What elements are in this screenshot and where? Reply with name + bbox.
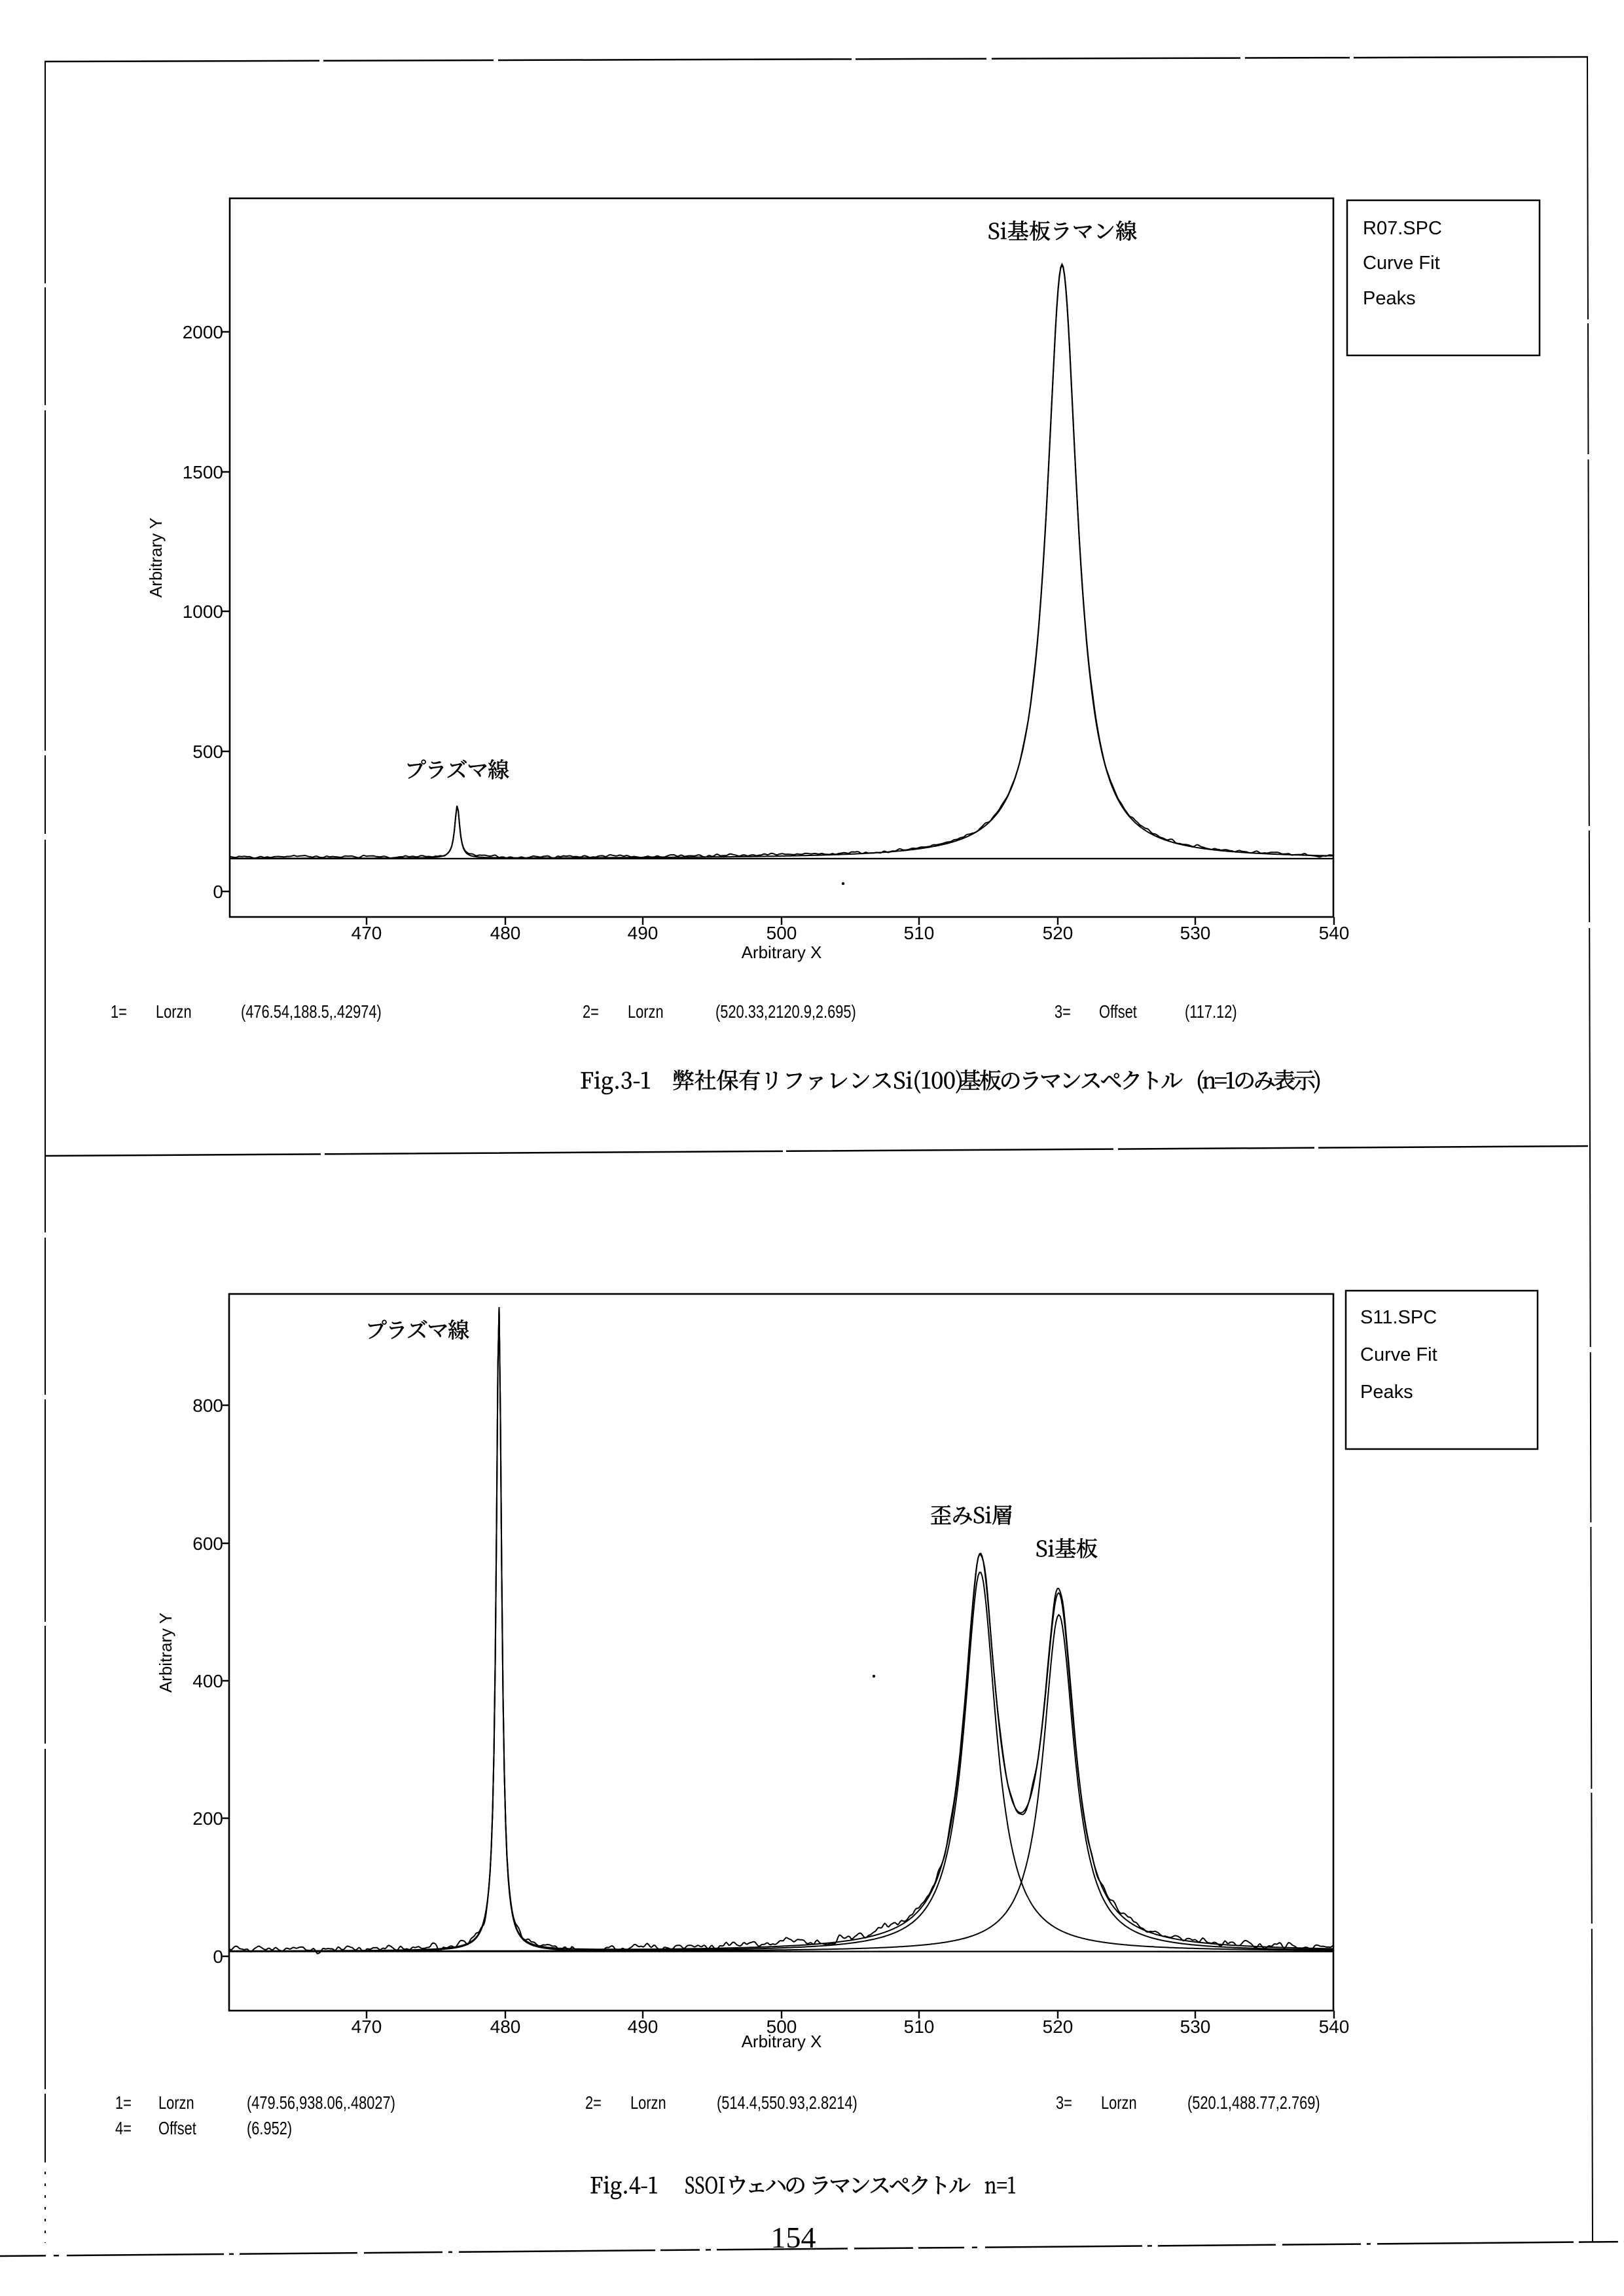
- svg-text:(117.12): (117.12): [1185, 1001, 1237, 1022]
- svg-text:(520.1,488.77,2.769): (520.1,488.77,2.769): [1187, 2092, 1320, 2113]
- svg-text:470: 470: [352, 923, 382, 943]
- svg-text:R07.SPC: R07.SPC: [1363, 218, 1442, 239]
- svg-text:Arbitrary X: Arbitrary X: [742, 2032, 822, 2051]
- svg-text:1=: 1=: [115, 2092, 132, 2113]
- svg-text:Peaks: Peaks: [1360, 1382, 1413, 1403]
- svg-text:510: 510: [904, 2017, 935, 2037]
- svg-text:500: 500: [767, 923, 797, 943]
- svg-text:Lorzn: Lorzn: [158, 2092, 194, 2113]
- svg-text:3=: 3=: [1056, 2092, 1072, 2113]
- svg-text:(514.4,550.93,2.8214): (514.4,550.93,2.8214): [717, 2092, 857, 2113]
- svg-text:520: 520: [1043, 2017, 1074, 2037]
- svg-text:(6.952): (6.952): [247, 2118, 292, 2138]
- svg-text:Lorzn: Lorzn: [1101, 2092, 1137, 2113]
- svg-text:(476.54,188.5,.42974): (476.54,188.5,.42974): [241, 1001, 382, 1022]
- svg-text:2=: 2=: [585, 2092, 602, 2113]
- svg-text:470: 470: [352, 2017, 382, 2037]
- svg-text:Arbitrary Y: Arbitrary Y: [146, 518, 166, 598]
- svg-text:Lorzn: Lorzn: [630, 2092, 666, 2113]
- svg-text:Peaks: Peaks: [1363, 288, 1416, 309]
- svg-text:520: 520: [1043, 923, 1074, 943]
- svg-text:Arbitrary X: Arbitrary X: [742, 942, 822, 962]
- svg-text:600: 600: [192, 1534, 223, 1554]
- svg-text:540: 540: [1319, 2017, 1350, 2037]
- svg-text:(479.56,938.06,.48027): (479.56,938.06,.48027): [247, 2092, 395, 2113]
- svg-text:Arbitrary Y: Arbitrary Y: [156, 1613, 175, 1693]
- svg-text:Lorzn: Lorzn: [628, 1001, 664, 1022]
- svg-text:4=: 4=: [115, 2118, 132, 2138]
- svg-text:Offset: Offset: [158, 2118, 196, 2138]
- svg-text:(520.33,2120.9,2.695): (520.33,2120.9,2.695): [715, 1001, 856, 1022]
- svg-text:Offset: Offset: [1099, 1001, 1137, 1022]
- svg-text:Curve Fit: Curve Fit: [1363, 253, 1440, 274]
- svg-text:S11.SPC: S11.SPC: [1360, 1307, 1437, 1328]
- svg-text:154: 154: [771, 2221, 816, 2254]
- svg-text:3=: 3=: [1055, 1001, 1071, 1022]
- svg-text:530: 530: [1180, 2017, 1211, 2037]
- svg-text:1500: 1500: [183, 462, 223, 482]
- svg-text:200: 200: [192, 1808, 223, 1829]
- svg-text:490: 490: [628, 923, 659, 943]
- svg-text:530: 530: [1180, 923, 1211, 943]
- svg-text:540: 540: [1319, 923, 1350, 943]
- svg-text:490: 490: [628, 2017, 659, 2037]
- svg-text:400: 400: [192, 1671, 223, 1691]
- svg-text:0: 0: [213, 882, 223, 902]
- svg-text:480: 480: [490, 2017, 521, 2037]
- svg-text:2=: 2=: [583, 1001, 599, 1022]
- svg-text:0: 0: [213, 1946, 223, 1967]
- svg-text:Lorzn: Lorzn: [156, 1001, 192, 1022]
- svg-text:480: 480: [490, 923, 521, 943]
- svg-text:510: 510: [904, 923, 935, 943]
- svg-text:Curve Fit: Curve Fit: [1360, 1344, 1437, 1365]
- svg-text:500: 500: [192, 742, 223, 762]
- svg-text:1000: 1000: [183, 601, 223, 622]
- svg-text:800: 800: [192, 1395, 223, 1416]
- svg-text:2000: 2000: [183, 322, 223, 342]
- svg-text:1=: 1=: [111, 1001, 127, 1022]
- svg-text:500: 500: [767, 2017, 797, 2037]
